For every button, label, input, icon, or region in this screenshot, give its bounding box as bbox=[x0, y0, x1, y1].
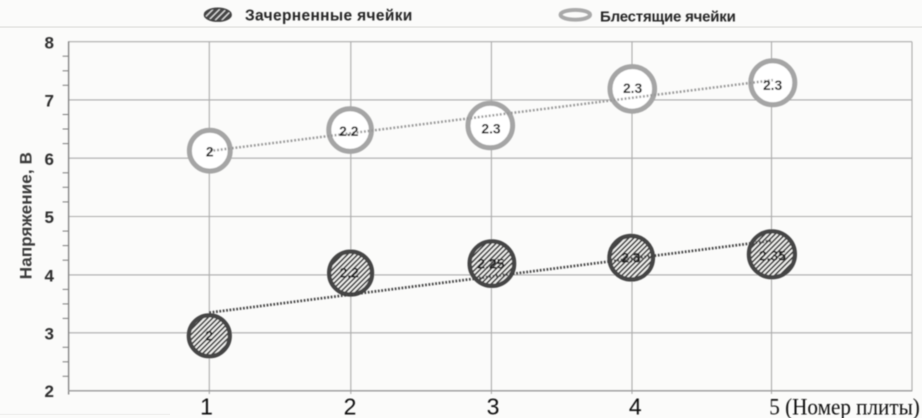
svg-text:3: 3 bbox=[487, 393, 500, 418]
svg-text:2.25: 2.25 bbox=[477, 256, 504, 272]
svg-text:5: 5 bbox=[45, 208, 54, 227]
svg-text:2.3: 2.3 bbox=[621, 250, 641, 266]
svg-text:Блестящие ячейки: Блестящие ячейки bbox=[600, 8, 736, 25]
svg-text:1: 1 bbox=[200, 393, 213, 418]
svg-text:6: 6 bbox=[45, 150, 54, 169]
svg-text:4: 4 bbox=[45, 267, 55, 286]
svg-text:3: 3 bbox=[45, 324, 54, 343]
svg-text:2: 2 bbox=[205, 328, 213, 344]
svg-text:2: 2 bbox=[206, 143, 214, 159]
svg-text:7: 7 bbox=[45, 92, 54, 111]
svg-text:2.3: 2.3 bbox=[623, 80, 643, 96]
svg-text:2.2: 2.2 bbox=[340, 265, 360, 281]
svg-text:Напряжение, В: Напряжение, В bbox=[17, 152, 36, 279]
svg-text:2: 2 bbox=[45, 382, 54, 401]
svg-text:2.2: 2.2 bbox=[339, 123, 359, 139]
svg-text:8: 8 bbox=[45, 33, 54, 52]
svg-text:5 (Номер плиты): 5 (Номер плиты) bbox=[769, 394, 920, 418]
svg-text:2: 2 bbox=[344, 393, 357, 418]
svg-text:4: 4 bbox=[629, 393, 642, 418]
svg-text:2.35: 2.35 bbox=[759, 248, 786, 264]
svg-text:2.3: 2.3 bbox=[763, 77, 783, 93]
svg-text:2.3: 2.3 bbox=[481, 120, 501, 136]
svg-text:Зачерненные ячейки: Зачерненные ячейки bbox=[245, 7, 413, 24]
